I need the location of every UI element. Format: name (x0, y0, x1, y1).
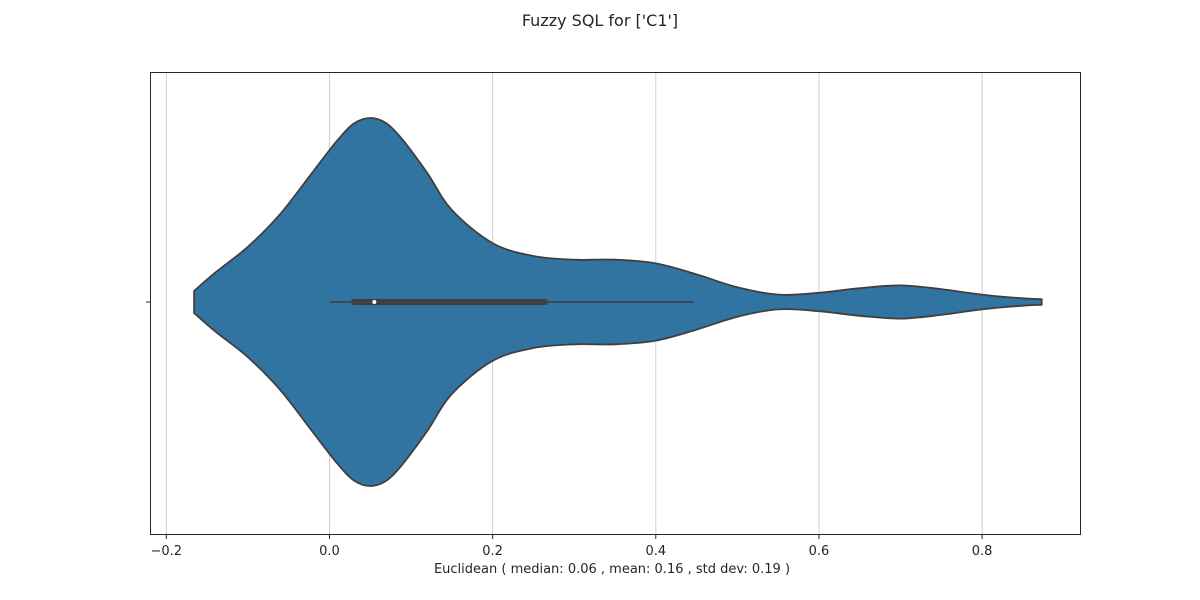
x-tick-label: 0.2 (482, 544, 503, 559)
x-tick-label: 0.0 (319, 544, 340, 559)
x-tick-label: −0.2 (151, 544, 183, 559)
x-tick-label: 0.4 (645, 544, 666, 559)
chart-title: Fuzzy SQL for ['C1'] (522, 11, 678, 30)
x-axis-ticks: −0.2 0.0 0.2 0.4 0.6 0.8 (151, 534, 993, 559)
x-tick-label: 0.8 (972, 544, 993, 559)
x-axis-label: Euclidean ( median: 0.06 , mean: 0.16 , … (434, 562, 790, 577)
x-tick-label: 0.6 (809, 544, 830, 559)
inner-box-group (329, 299, 694, 305)
plot-frame (150, 72, 1081, 535)
median-marker (372, 300, 377, 304)
iqr-box (351, 299, 548, 305)
